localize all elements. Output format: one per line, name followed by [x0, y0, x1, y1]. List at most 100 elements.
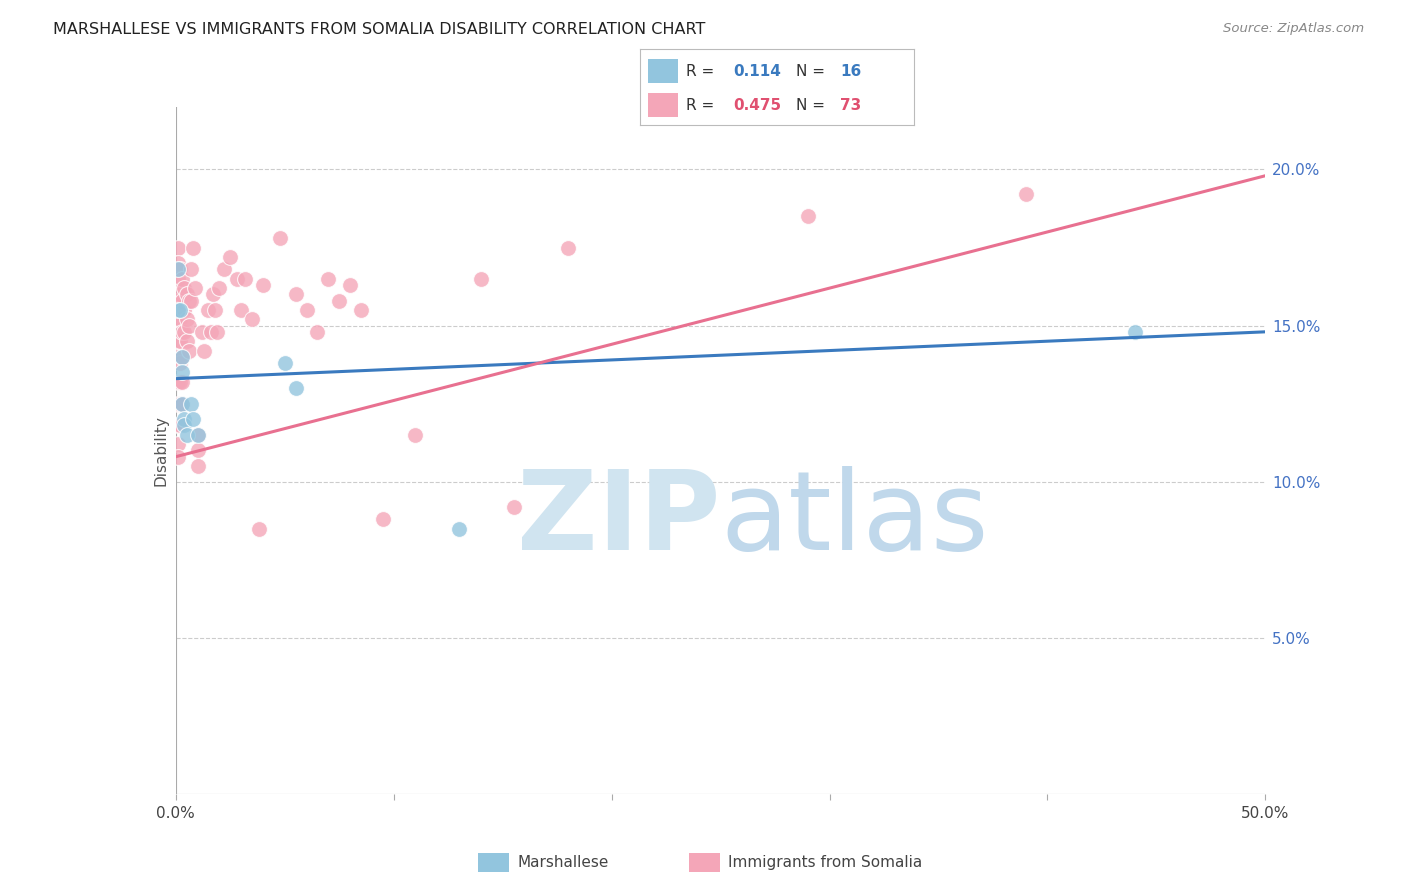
Point — [172, 396, 194, 410]
Point — [172, 271, 194, 285]
Point — [184, 281, 207, 295]
Point — [186, 443, 209, 458]
Text: atlas: atlas — [721, 466, 988, 573]
Point — [193, 343, 215, 358]
Text: N =: N = — [796, 63, 830, 78]
Point — [201, 287, 224, 301]
Point — [295, 302, 318, 317]
Point — [173, 418, 195, 433]
Point — [176, 334, 198, 348]
Point — [167, 334, 190, 348]
Point — [470, 271, 492, 285]
Point — [405, 427, 427, 442]
Point — [186, 427, 209, 442]
Text: 73: 73 — [839, 97, 860, 112]
Point — [284, 287, 307, 301]
Point — [557, 240, 579, 255]
Point — [177, 293, 200, 308]
Point — [167, 293, 190, 308]
Bar — [648, 93, 678, 118]
Point — [167, 262, 190, 277]
Point — [176, 312, 198, 326]
Point — [177, 318, 200, 333]
Point — [204, 302, 226, 317]
Point — [180, 396, 202, 410]
Point — [167, 302, 190, 317]
Point — [172, 350, 194, 364]
Point — [173, 412, 195, 426]
Point — [208, 281, 231, 295]
Point — [173, 325, 195, 339]
Point — [172, 366, 194, 380]
Text: R =: R = — [686, 97, 720, 112]
Point — [169, 334, 191, 348]
Point — [252, 277, 274, 292]
Point — [167, 450, 190, 464]
Point — [173, 281, 195, 295]
Point — [502, 500, 524, 514]
Point — [231, 302, 253, 317]
Point — [172, 293, 194, 308]
Point — [167, 418, 190, 433]
Point — [172, 325, 194, 339]
Point — [339, 277, 361, 292]
Point — [169, 302, 191, 317]
Text: 0.475: 0.475 — [733, 97, 782, 112]
Bar — [648, 59, 678, 83]
Point — [177, 343, 200, 358]
Point — [172, 396, 194, 410]
Point — [1123, 325, 1146, 339]
Point — [172, 350, 194, 364]
Point — [247, 521, 270, 535]
Text: R =: R = — [686, 63, 720, 78]
Point — [167, 240, 190, 255]
Point — [371, 512, 394, 526]
Point — [169, 375, 191, 389]
Point — [318, 271, 340, 285]
Point — [180, 262, 202, 277]
Point — [269, 231, 291, 245]
Point — [274, 356, 297, 370]
Point — [180, 293, 202, 308]
Point — [181, 412, 204, 426]
Point — [167, 271, 190, 285]
Y-axis label: Disability: Disability — [153, 415, 169, 486]
Point — [169, 356, 191, 370]
Point — [240, 312, 263, 326]
Point — [167, 350, 190, 364]
Point — [235, 271, 257, 285]
Point — [796, 209, 818, 223]
Text: 16: 16 — [839, 63, 860, 78]
Point — [176, 287, 198, 301]
Point — [169, 287, 191, 301]
Point — [181, 240, 204, 255]
Point — [173, 302, 195, 317]
Point — [167, 437, 190, 451]
Point — [167, 396, 190, 410]
Point — [167, 256, 190, 270]
Point — [191, 325, 214, 339]
Point — [225, 271, 247, 285]
Text: N =: N = — [796, 97, 830, 112]
Point — [197, 302, 219, 317]
Point — [212, 262, 235, 277]
Point — [219, 250, 242, 264]
Point — [176, 427, 198, 442]
Point — [447, 521, 470, 535]
Text: Immigrants from Somalia: Immigrants from Somalia — [728, 855, 922, 870]
Point — [169, 396, 191, 410]
Point — [1015, 187, 1038, 202]
Text: Marshallese: Marshallese — [517, 855, 609, 870]
Point — [172, 375, 194, 389]
Text: 0.114: 0.114 — [733, 63, 780, 78]
Point — [186, 458, 209, 473]
Point — [169, 312, 191, 326]
Text: MARSHALLESE VS IMMIGRANTS FROM SOMALIA DISABILITY CORRELATION CHART: MARSHALLESE VS IMMIGRANTS FROM SOMALIA D… — [53, 22, 706, 37]
Point — [200, 325, 222, 339]
Point — [169, 418, 191, 433]
Point — [307, 325, 329, 339]
Point — [186, 427, 209, 442]
Point — [205, 325, 228, 339]
Point — [167, 375, 190, 389]
Point — [328, 293, 350, 308]
